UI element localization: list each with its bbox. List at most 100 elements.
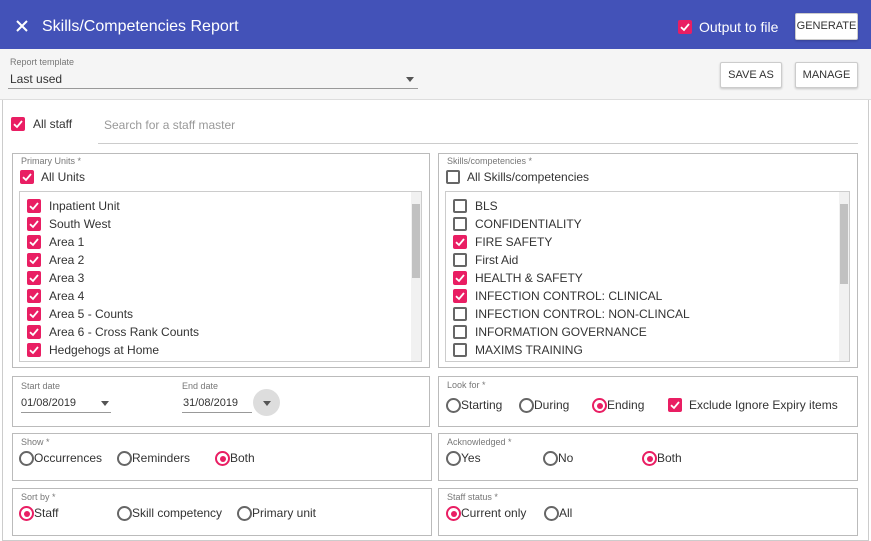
checkbox[interactable] bbox=[27, 307, 41, 321]
button[interactable] bbox=[720, 62, 782, 88]
panel-label: Skills/competencies * bbox=[447, 155, 533, 166]
list-item: Area 3 bbox=[49, 271, 85, 285]
underline bbox=[182, 412, 252, 413]
underline bbox=[21, 412, 111, 413]
radio-button[interactable] bbox=[592, 398, 607, 413]
checkbox[interactable] bbox=[27, 343, 41, 357]
radio-button[interactable] bbox=[117, 451, 132, 466]
button[interactable] bbox=[795, 62, 858, 88]
radio-label: Occurrences bbox=[34, 451, 103, 465]
panel-label: Primary Units * bbox=[21, 155, 82, 166]
radio-button[interactable] bbox=[117, 506, 132, 521]
checkbox[interactable] bbox=[27, 235, 41, 249]
close-button[interactable] bbox=[16, 20, 28, 32]
list-item: Inpatient Unit bbox=[49, 199, 120, 213]
list-item: CONFIDENTIALITY bbox=[475, 217, 582, 231]
button-label: GENERATE bbox=[796, 20, 857, 32]
radio-dot bbox=[23, 510, 30, 517]
checkbox[interactable] bbox=[27, 271, 41, 285]
radio-dot bbox=[596, 402, 603, 409]
button[interactable] bbox=[795, 13, 858, 40]
checkbox[interactable] bbox=[27, 253, 41, 267]
checkbox[interactable] bbox=[453, 343, 467, 357]
list-item: Area 1 bbox=[49, 235, 85, 249]
checkbox-label: All Units bbox=[41, 170, 86, 184]
checkbox[interactable] bbox=[446, 170, 460, 184]
radio-label: Staff bbox=[34, 506, 59, 520]
radio-label: Current only bbox=[461, 506, 527, 520]
field-label: Start date bbox=[21, 380, 61, 391]
header-bar bbox=[0, 0, 871, 49]
panel bbox=[12, 376, 430, 427]
radio-button[interactable] bbox=[215, 451, 230, 466]
radio-button[interactable] bbox=[446, 451, 461, 466]
checkbox[interactable] bbox=[27, 289, 41, 303]
list-item: FIRE SAFETY bbox=[475, 235, 553, 249]
field-label: End date bbox=[182, 380, 219, 391]
checkbox[interactable] bbox=[453, 289, 467, 303]
checkbox[interactable] bbox=[27, 199, 41, 213]
dropdown-arrow bbox=[406, 77, 414, 82]
list-item: First Aid bbox=[475, 253, 519, 267]
button-label: SAVE AS bbox=[728, 68, 774, 81]
radio-label: During bbox=[534, 398, 570, 412]
list-item: Area 5 - Counts bbox=[49, 307, 134, 321]
radio-button[interactable] bbox=[237, 506, 252, 521]
list-item: Hedgehogs at Home bbox=[49, 343, 160, 357]
checkbox[interactable] bbox=[20, 170, 34, 184]
scrollbar-thumb bbox=[840, 204, 848, 284]
radio-label: Both bbox=[657, 451, 682, 465]
checkbox[interactable] bbox=[27, 325, 41, 339]
checkbox[interactable] bbox=[453, 307, 467, 321]
checkbox[interactable] bbox=[453, 235, 467, 249]
radio-button[interactable] bbox=[642, 451, 657, 466]
radio-label: Yes bbox=[461, 451, 481, 465]
list-item: South West bbox=[49, 217, 111, 231]
checkbox-label: Exclude Ignore Expiry items bbox=[689, 398, 838, 412]
checkbox[interactable] bbox=[11, 117, 25, 131]
checkbox[interactable] bbox=[453, 199, 467, 213]
radio-dot bbox=[450, 510, 457, 517]
radio-label: Ending bbox=[607, 398, 645, 412]
underline bbox=[98, 143, 858, 144]
panel-label: Acknowledged * bbox=[447, 436, 512, 447]
list-item: MAXIMS TRAINING bbox=[475, 343, 583, 357]
panel bbox=[12, 433, 432, 481]
radio-button[interactable] bbox=[446, 506, 461, 521]
radio-button[interactable] bbox=[19, 506, 34, 521]
checkbox[interactable] bbox=[668, 398, 682, 412]
radio-label: All bbox=[559, 506, 573, 520]
panel bbox=[438, 433, 858, 481]
checkbox-label: Output to file bbox=[699, 19, 779, 35]
list-item: Area 4 bbox=[49, 289, 85, 303]
checkbox[interactable] bbox=[453, 271, 467, 285]
radio-label: Reminders bbox=[132, 451, 191, 465]
list-box bbox=[19, 191, 422, 362]
panel bbox=[438, 153, 858, 368]
radio-button[interactable] bbox=[19, 451, 34, 466]
checkbox[interactable] bbox=[453, 253, 467, 267]
panel-label: Sort by * bbox=[21, 491, 56, 502]
checkbox[interactable] bbox=[453, 325, 467, 339]
dropdown-arrow bbox=[101, 401, 109, 406]
radio-label: Primary unit bbox=[252, 506, 317, 520]
radio-label: Both bbox=[230, 451, 255, 465]
date-input: 31/08/2019 bbox=[183, 396, 239, 409]
radio-button[interactable] bbox=[544, 506, 559, 521]
radio-button[interactable] bbox=[543, 451, 558, 466]
panel bbox=[12, 153, 430, 368]
checkbox-label: All staff bbox=[33, 117, 73, 131]
checkbox-label: All Skills/competencies bbox=[467, 170, 590, 184]
radio-button[interactable] bbox=[446, 398, 461, 413]
checkbox[interactable] bbox=[678, 20, 692, 34]
list-item: HEALTH & SAFETY bbox=[475, 271, 583, 285]
checkbox[interactable] bbox=[27, 217, 41, 231]
radio-button[interactable] bbox=[519, 398, 534, 413]
dropdown-arrow bbox=[263, 401, 271, 406]
checkbox[interactable] bbox=[453, 217, 467, 231]
panel-label: Staff status * bbox=[447, 491, 498, 502]
list-item: Area 6 - Cross Rank Counts bbox=[49, 325, 200, 339]
search-input: Search for a staff master bbox=[104, 118, 236, 132]
radio-label: Starting bbox=[461, 398, 503, 412]
